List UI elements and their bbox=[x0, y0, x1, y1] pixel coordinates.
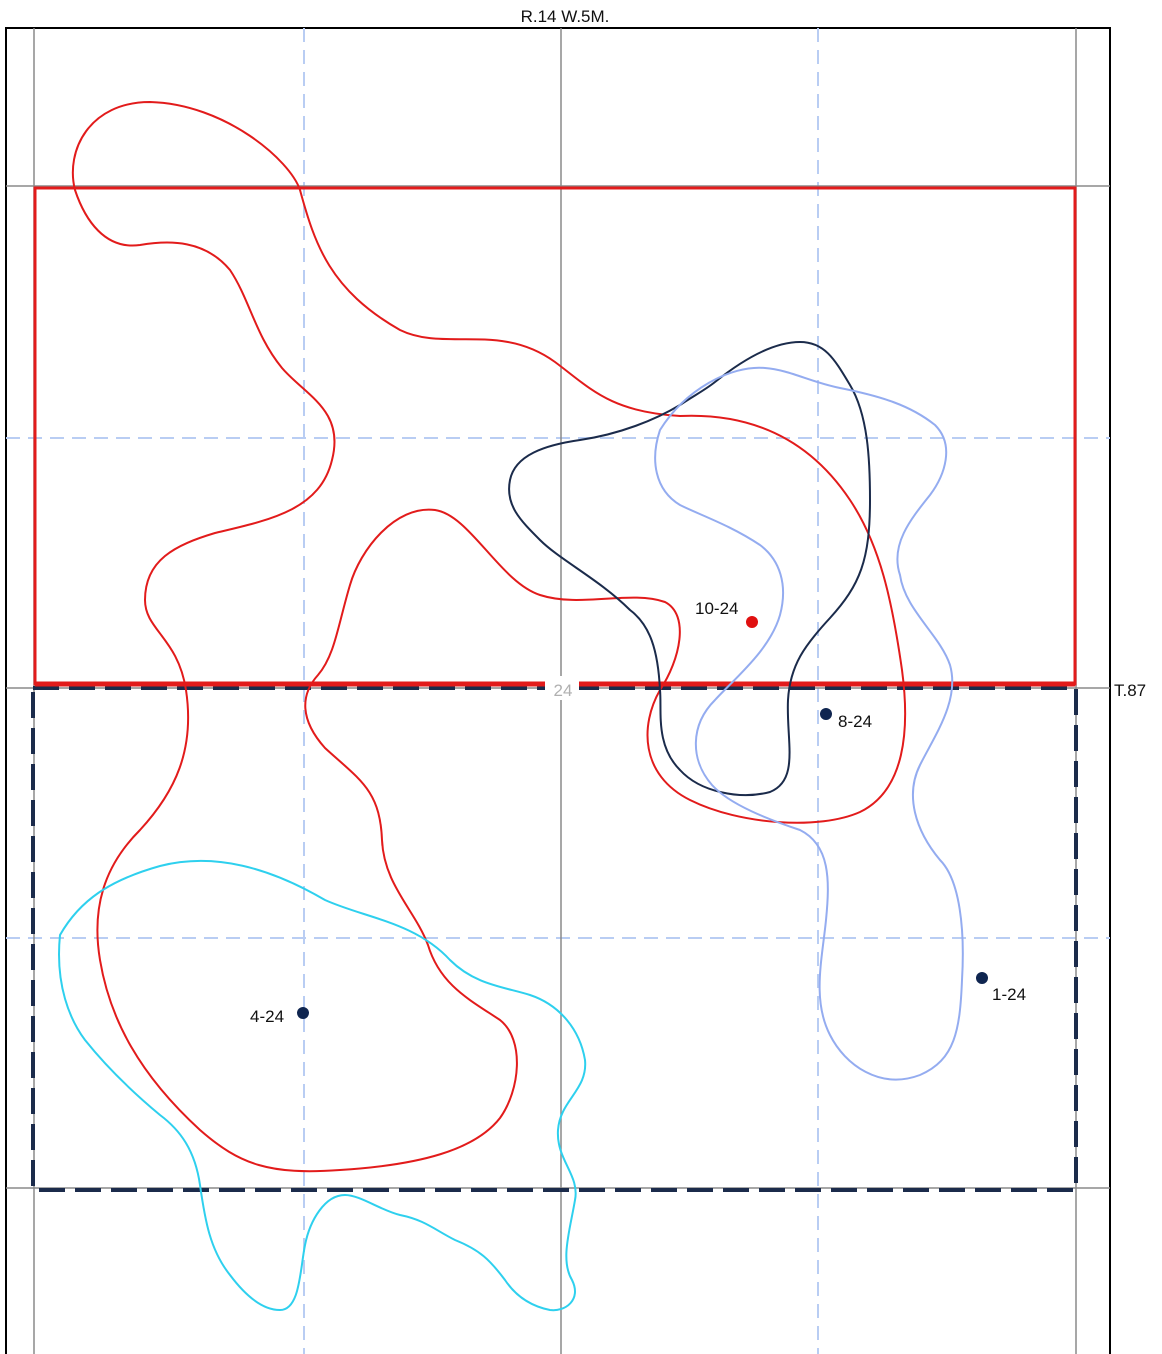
well-8-24-label: 8-24 bbox=[838, 712, 872, 731]
section-number-label: 24 bbox=[554, 681, 573, 700]
well-8-24-marker[interactable] bbox=[820, 708, 832, 720]
red-contour-main bbox=[71, 100, 907, 1173]
well-8-24[interactable]: 8-24 bbox=[820, 708, 872, 731]
well-1-24-label: 1-24 bbox=[992, 985, 1026, 1004]
lease-boundary-red bbox=[33, 186, 1077, 686]
well-4-24-marker[interactable] bbox=[297, 1007, 309, 1019]
well-4-24-label: 4-24 bbox=[250, 1007, 284, 1026]
well-1-24[interactable]: 1-24 bbox=[976, 972, 1026, 1004]
navy-contour bbox=[508, 340, 872, 797]
range-label: R.14 W.5M. bbox=[521, 7, 610, 26]
well-10-24-marker[interactable] bbox=[746, 616, 758, 628]
section-label-backing bbox=[545, 676, 579, 700]
cyan-contour bbox=[58, 859, 587, 1312]
quarter-grid bbox=[6, 28, 1110, 1354]
well-10-24-label: 10-24 bbox=[695, 599, 738, 618]
well-1-24-marker[interactable] bbox=[976, 972, 988, 984]
well-4-24[interactable]: 4-24 bbox=[250, 1007, 309, 1026]
periwinkle-contour bbox=[654, 366, 964, 1081]
well-10-24[interactable]: 10-24 bbox=[695, 599, 758, 628]
map-border bbox=[5, 27, 1111, 1354]
township-label: T.87 bbox=[1114, 681, 1146, 700]
